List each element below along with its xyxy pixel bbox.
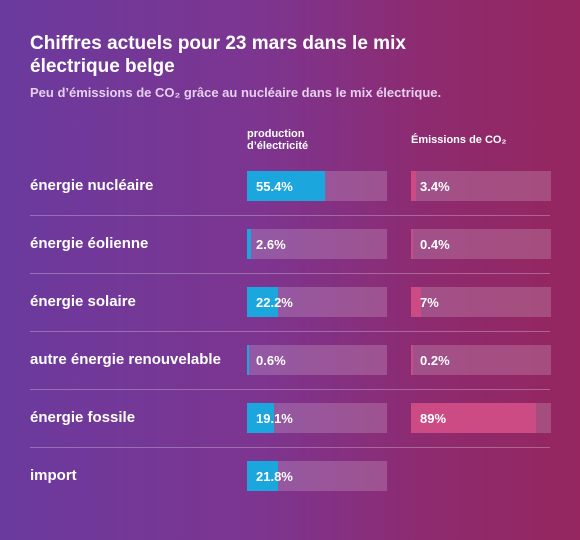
row-divider [30, 331, 550, 332]
category-label: import [30, 467, 77, 484]
category-label: autre énergie renouvelable [30, 351, 221, 368]
category-label: énergie solaire [30, 293, 136, 310]
chart-subtitle: Peu d’émissions de CO₂ grâce au nucléair… [30, 85, 442, 100]
production-bar [247, 229, 251, 259]
production-bar [247, 287, 278, 317]
category-label: énergie fossile [30, 409, 136, 426]
production-bar-track: 2.6% [247, 229, 387, 259]
emissions-data-label: 3.4% [420, 178, 450, 194]
table-row: énergie nucléaire [30, 157, 550, 215]
production-bar-track: 0.6% [247, 345, 387, 375]
production-bar-track: 21.8% [247, 461, 387, 491]
production-bar [247, 345, 249, 375]
table-row: énergie solaire [30, 273, 550, 331]
table-row: import [30, 447, 550, 505]
production-data-label: 2.6% [256, 236, 286, 252]
emissions-bar-track: 89% [411, 403, 551, 433]
production-bar-track: 22.2% [247, 287, 387, 317]
emissions-data-label: 7% [420, 294, 439, 310]
chart-title: Chiffres actuels pour 23 mars dans le mi… [30, 33, 406, 77]
emissions-bar [411, 287, 421, 317]
column-header-emissions: Émissions de CO₂ [411, 134, 507, 146]
production-bar [247, 461, 278, 491]
production-bar [247, 171, 325, 201]
table-row: énergie éolienne [30, 215, 550, 273]
table-row: autre énergie renouvelable [30, 331, 550, 389]
production-bar-track: 55.4% [247, 171, 387, 201]
production-bar [247, 403, 274, 433]
row-divider [30, 273, 550, 274]
emissions-bar [411, 171, 416, 201]
column-header-production: production d’électricité [247, 128, 309, 152]
row-divider [30, 389, 550, 390]
production-data-label: 21.8% [256, 468, 293, 484]
emissions-bar [411, 403, 536, 433]
emissions-bar-track: 0.2% [411, 345, 551, 375]
emissions-data-label: 89% [420, 410, 447, 426]
emissions-data-label: 0.2% [420, 352, 450, 368]
category-label: énergie nucléaire [30, 177, 154, 194]
emissions-bar [411, 345, 413, 375]
row-divider [30, 215, 550, 216]
production-data-label: 55.4% [256, 178, 293, 194]
row-divider [30, 447, 550, 448]
emissions-bar-track: 0.4% [411, 229, 551, 259]
emissions-bar-track: 7% [411, 287, 551, 317]
production-data-label: 19.1% [256, 410, 293, 426]
emissions-bar [411, 229, 413, 259]
category-label: énergie éolienne [30, 235, 149, 252]
emissions-data-label: 0.4% [420, 236, 450, 252]
emissions-bar-track: 3.4% [411, 171, 551, 201]
production-bar-track: 19.1% [247, 403, 387, 433]
production-data-label: 22.2% [256, 294, 293, 310]
table-row: énergie fossile [30, 389, 550, 447]
production-data-label: 0.6% [256, 352, 286, 368]
